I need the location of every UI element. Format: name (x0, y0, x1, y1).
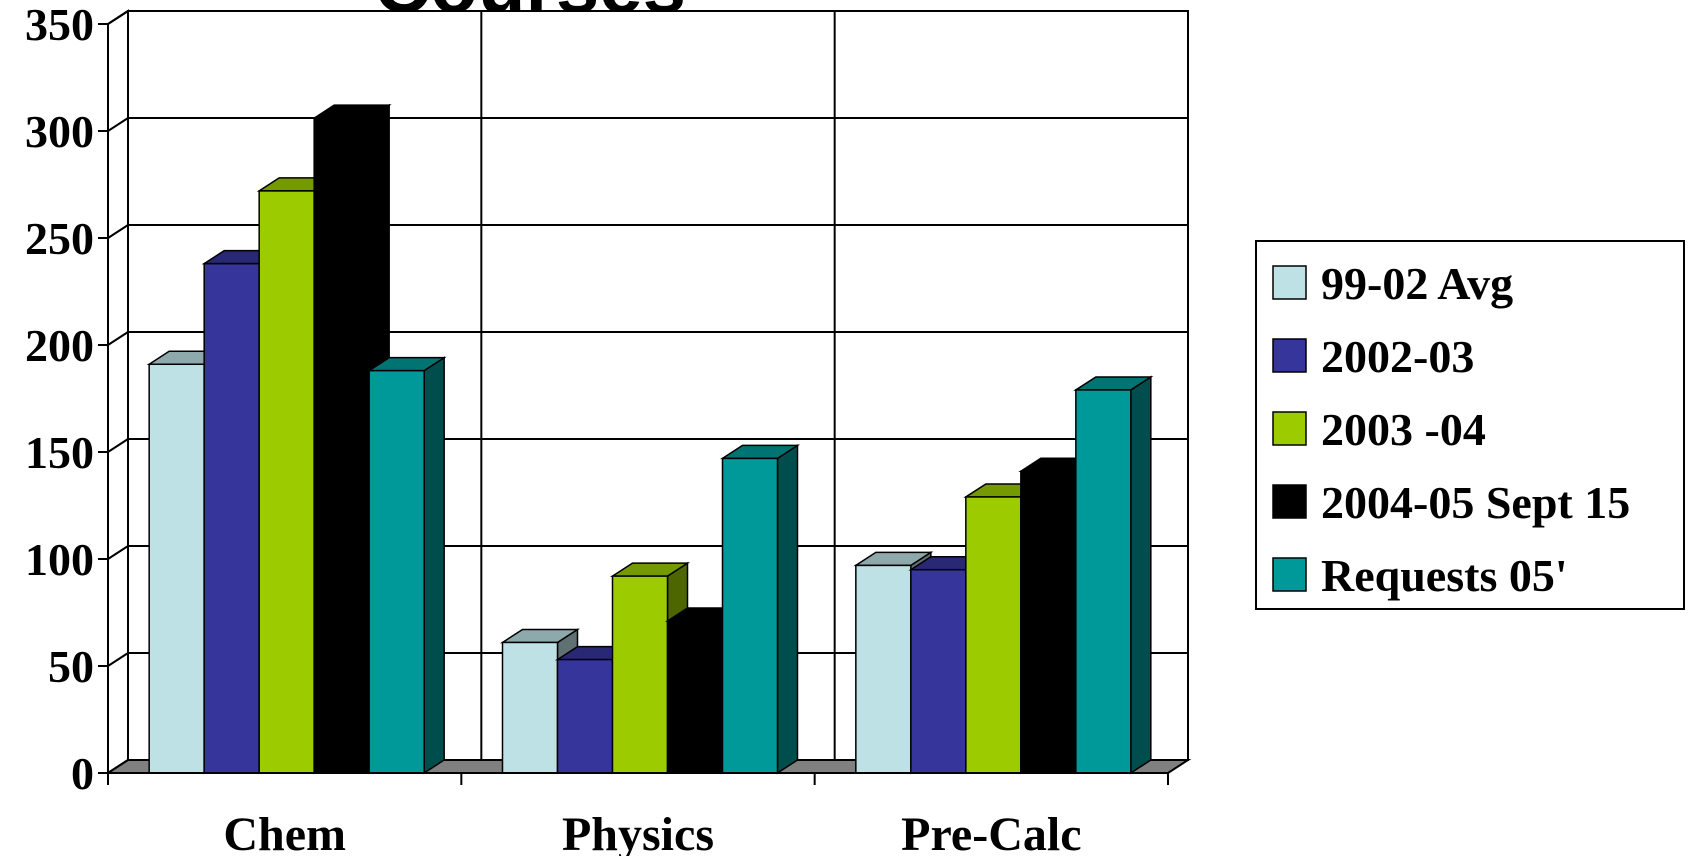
legend-label: Requests 05' (1321, 550, 1568, 601)
gridline-side (107, 438, 129, 453)
bar (148, 363, 205, 774)
y-tick-label: 350 (25, 0, 94, 50)
x-category-label: Chem (223, 808, 346, 856)
bars (146, 103, 1154, 775)
bar-side (423, 356, 445, 775)
legend-label: 2003 -04 (1321, 404, 1486, 455)
bar (556, 658, 614, 774)
gridline-side (107, 117, 129, 132)
gridline-side (107, 545, 129, 560)
bar (721, 457, 779, 774)
legend-box (1255, 240, 1685, 610)
legend-label: 2002-03 (1321, 331, 1474, 382)
legend-swatch (1272, 265, 1307, 300)
gridline-side (107, 10, 129, 25)
bar (965, 496, 1022, 774)
x-axis-category-labels: Chem Physics Pre-Calc (223, 808, 1081, 856)
bar (1020, 470, 1077, 774)
y-tick-label: 0 (71, 748, 94, 799)
y-tick-label: 50 (48, 641, 94, 692)
legend-swatch (1272, 484, 1307, 519)
bar (313, 117, 370, 774)
bar (666, 620, 724, 774)
legend-swatch (1272, 557, 1307, 592)
x-category-label: Physics (562, 808, 714, 856)
bar (910, 568, 967, 774)
x-category-label: Pre-Calc (901, 808, 1081, 856)
gridline-side (107, 224, 129, 239)
bar (1075, 389, 1132, 774)
y-tick-label: 250 (25, 213, 94, 264)
legend-label: 2004-05 Sept 15 (1321, 477, 1630, 528)
legend: 99-02 Avg 2002-03 2003 -04 2004-05 Sept 15 R… (1255, 240, 1685, 610)
bar-side (1130, 375, 1152, 775)
axes (98, 23, 1169, 785)
bar (368, 369, 425, 774)
y-tick-label: 150 (25, 427, 94, 478)
gridline-side (107, 331, 129, 346)
bar-side (776, 444, 799, 775)
legend-swatch (1272, 411, 1307, 446)
y-tick-label: 100 (25, 534, 94, 585)
y-axis-tick-labels: 0 50 100 150 200 250 300 350 (25, 0, 94, 799)
y-tick-label: 300 (25, 106, 94, 157)
legend-label: 99-02 Avg (1321, 258, 1513, 309)
bar (855, 564, 912, 774)
y-tick-label: 200 (25, 320, 94, 371)
legend-swatch (1272, 338, 1307, 373)
bar (203, 262, 260, 774)
bar (258, 190, 315, 774)
bar (501, 641, 559, 774)
gridline-side (107, 652, 129, 667)
bar (611, 575, 669, 774)
